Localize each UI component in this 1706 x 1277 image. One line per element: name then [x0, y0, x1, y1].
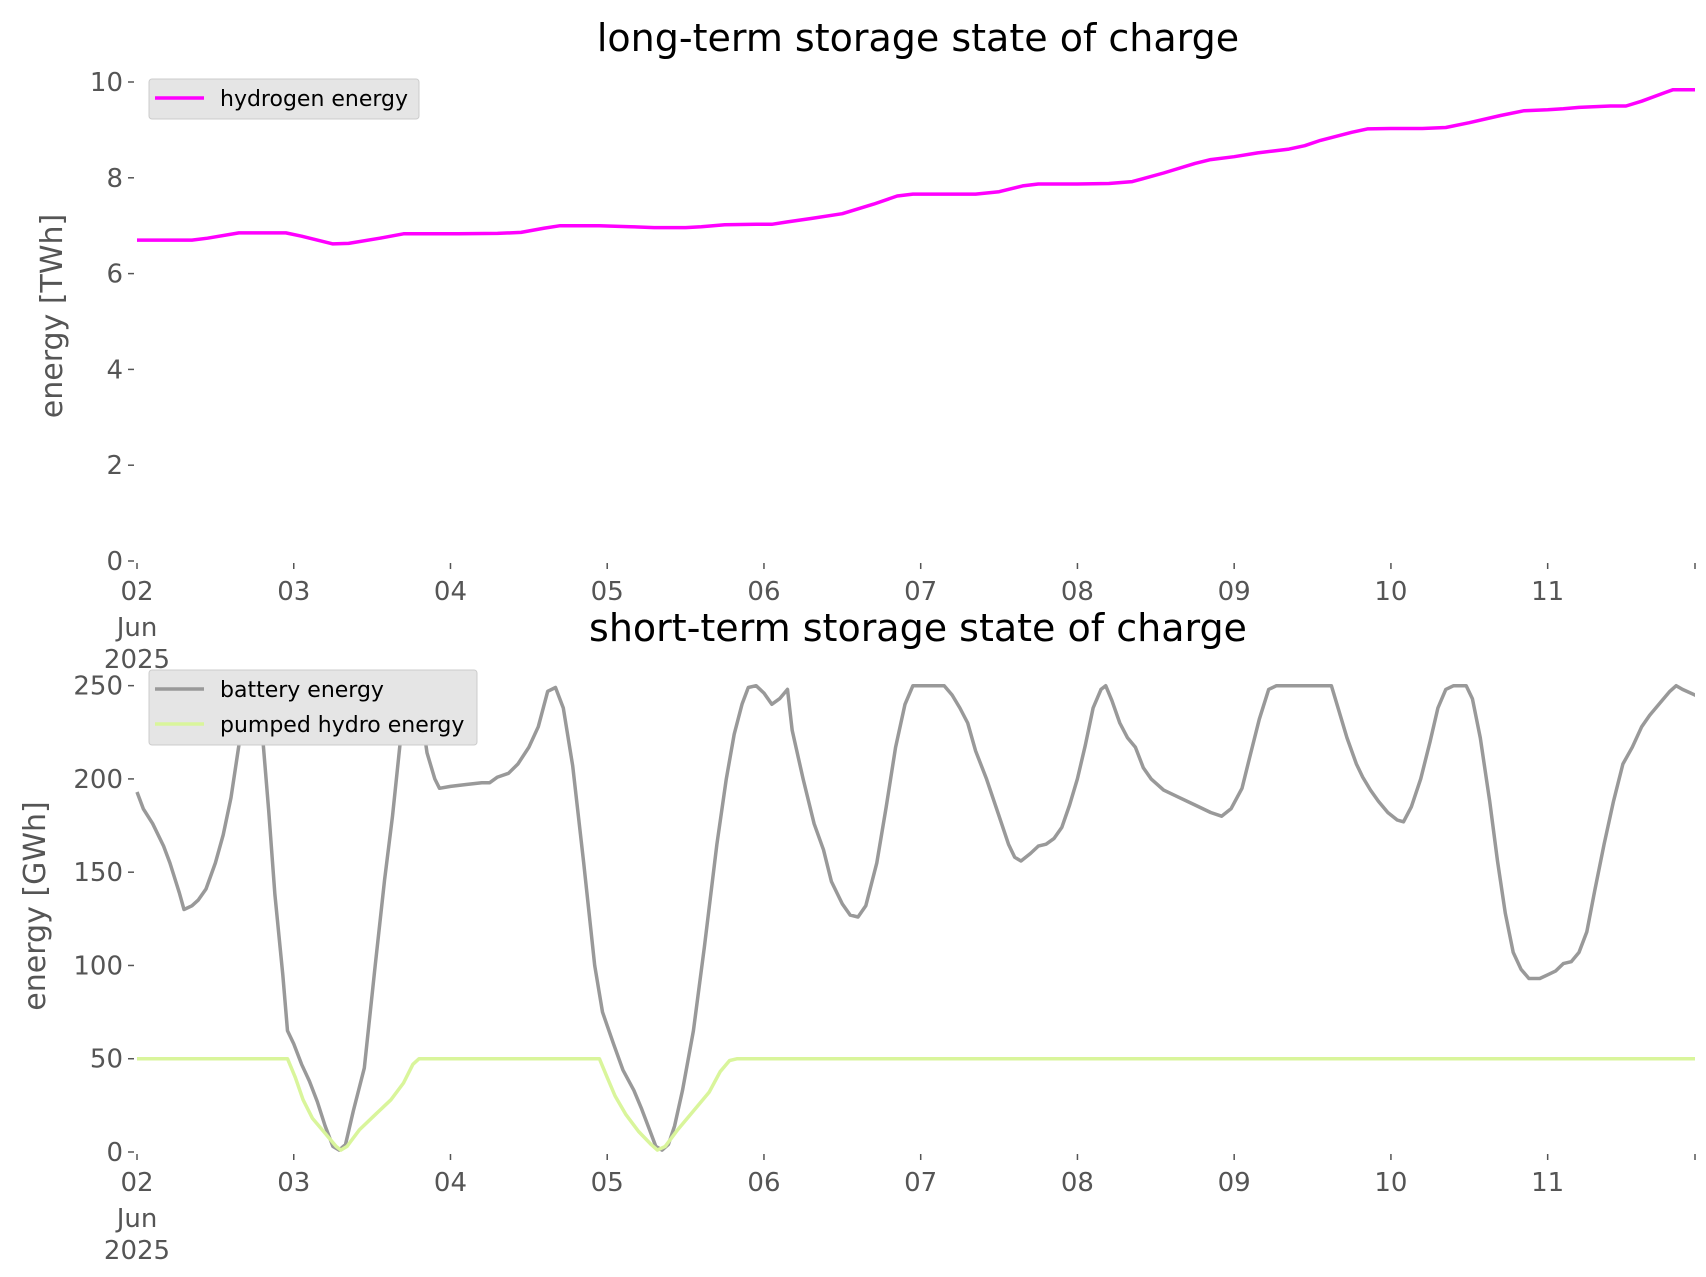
legend: battery energy pumped hydro energy: [148, 669, 478, 746]
x-tick-label: 07: [904, 577, 937, 607]
x-tick-sublabel: 2025: [104, 1236, 170, 1266]
x-tick-label: 11: [1531, 577, 1564, 607]
y-tick-label: 2: [106, 451, 123, 481]
x-tick-sublabel: Jun: [115, 1204, 158, 1234]
y-tick-label: 100: [73, 951, 123, 981]
legend-box: [148, 78, 420, 120]
y-tick-label: 10: [90, 68, 123, 98]
x-tick-label: 09: [1218, 577, 1251, 607]
x-tick-label: 05: [591, 577, 624, 607]
legend-label-hydrogen: hydrogen energy: [220, 87, 408, 112]
y-tick-label: 0: [106, 1138, 123, 1168]
x-tick-label: 04: [434, 1168, 467, 1198]
x-tick-label: 04: [434, 577, 467, 607]
x-tick-label: 10: [1374, 577, 1407, 607]
x-tick-label: 03: [277, 1168, 310, 1198]
y-axis-label: energy [GWh]: [18, 801, 53, 1010]
legend-label-battery: battery energy: [220, 678, 384, 703]
x-tick-label: 06: [747, 577, 780, 607]
legend: hydrogen energy: [148, 78, 420, 120]
x-tick-label: 08: [1061, 1168, 1094, 1198]
x-tick-label: 07: [904, 1168, 937, 1198]
long-term-chart: long-term storage state of charge energy…: [35, 16, 1696, 675]
legend-box: [148, 669, 478, 746]
x-tick-label: 09: [1218, 1168, 1251, 1198]
x-tick-label: 05: [591, 1168, 624, 1198]
y-tick-label: 4: [106, 355, 123, 385]
x-tick-label: 02: [120, 1168, 153, 1198]
series-lines: [137, 87, 1695, 246]
y-tick-label: 0: [106, 547, 123, 577]
legend-label-pumped-hydro: pumped hydro energy: [220, 713, 464, 738]
y-tick-label: 50: [90, 1045, 123, 1075]
series-line-pumped-hydro-energy: [137, 1056, 1695, 1152]
series-lines: [135, 683, 1695, 1152]
x-tick-label: 02: [120, 577, 153, 607]
series-line-battery-energy: [135, 683, 1695, 1152]
x-tick-label: 06: [747, 1168, 780, 1198]
y-axis-label: energy [TWh]: [35, 214, 70, 418]
x-tick-label: 08: [1061, 577, 1094, 607]
x-tick-label: 10: [1374, 1168, 1407, 1198]
y-tick-label: 200: [73, 765, 123, 795]
x-tick-label: 11: [1531, 1168, 1564, 1198]
chart-title: short-term storage state of charge: [589, 606, 1247, 650]
y-tick-label: 8: [106, 164, 123, 194]
y-tick-label: 150: [73, 858, 123, 888]
x-tick-sublabel: Jun: [115, 613, 158, 643]
y-tick-label: 250: [73, 672, 123, 702]
y-tick-label: 6: [106, 260, 123, 290]
series-line-hydrogen-energy: [137, 87, 1695, 246]
short-term-chart: short-term storage state of charge energ…: [18, 606, 1696, 1266]
chart-title: long-term storage state of charge: [597, 16, 1239, 60]
x-tick-label: 03: [277, 577, 310, 607]
